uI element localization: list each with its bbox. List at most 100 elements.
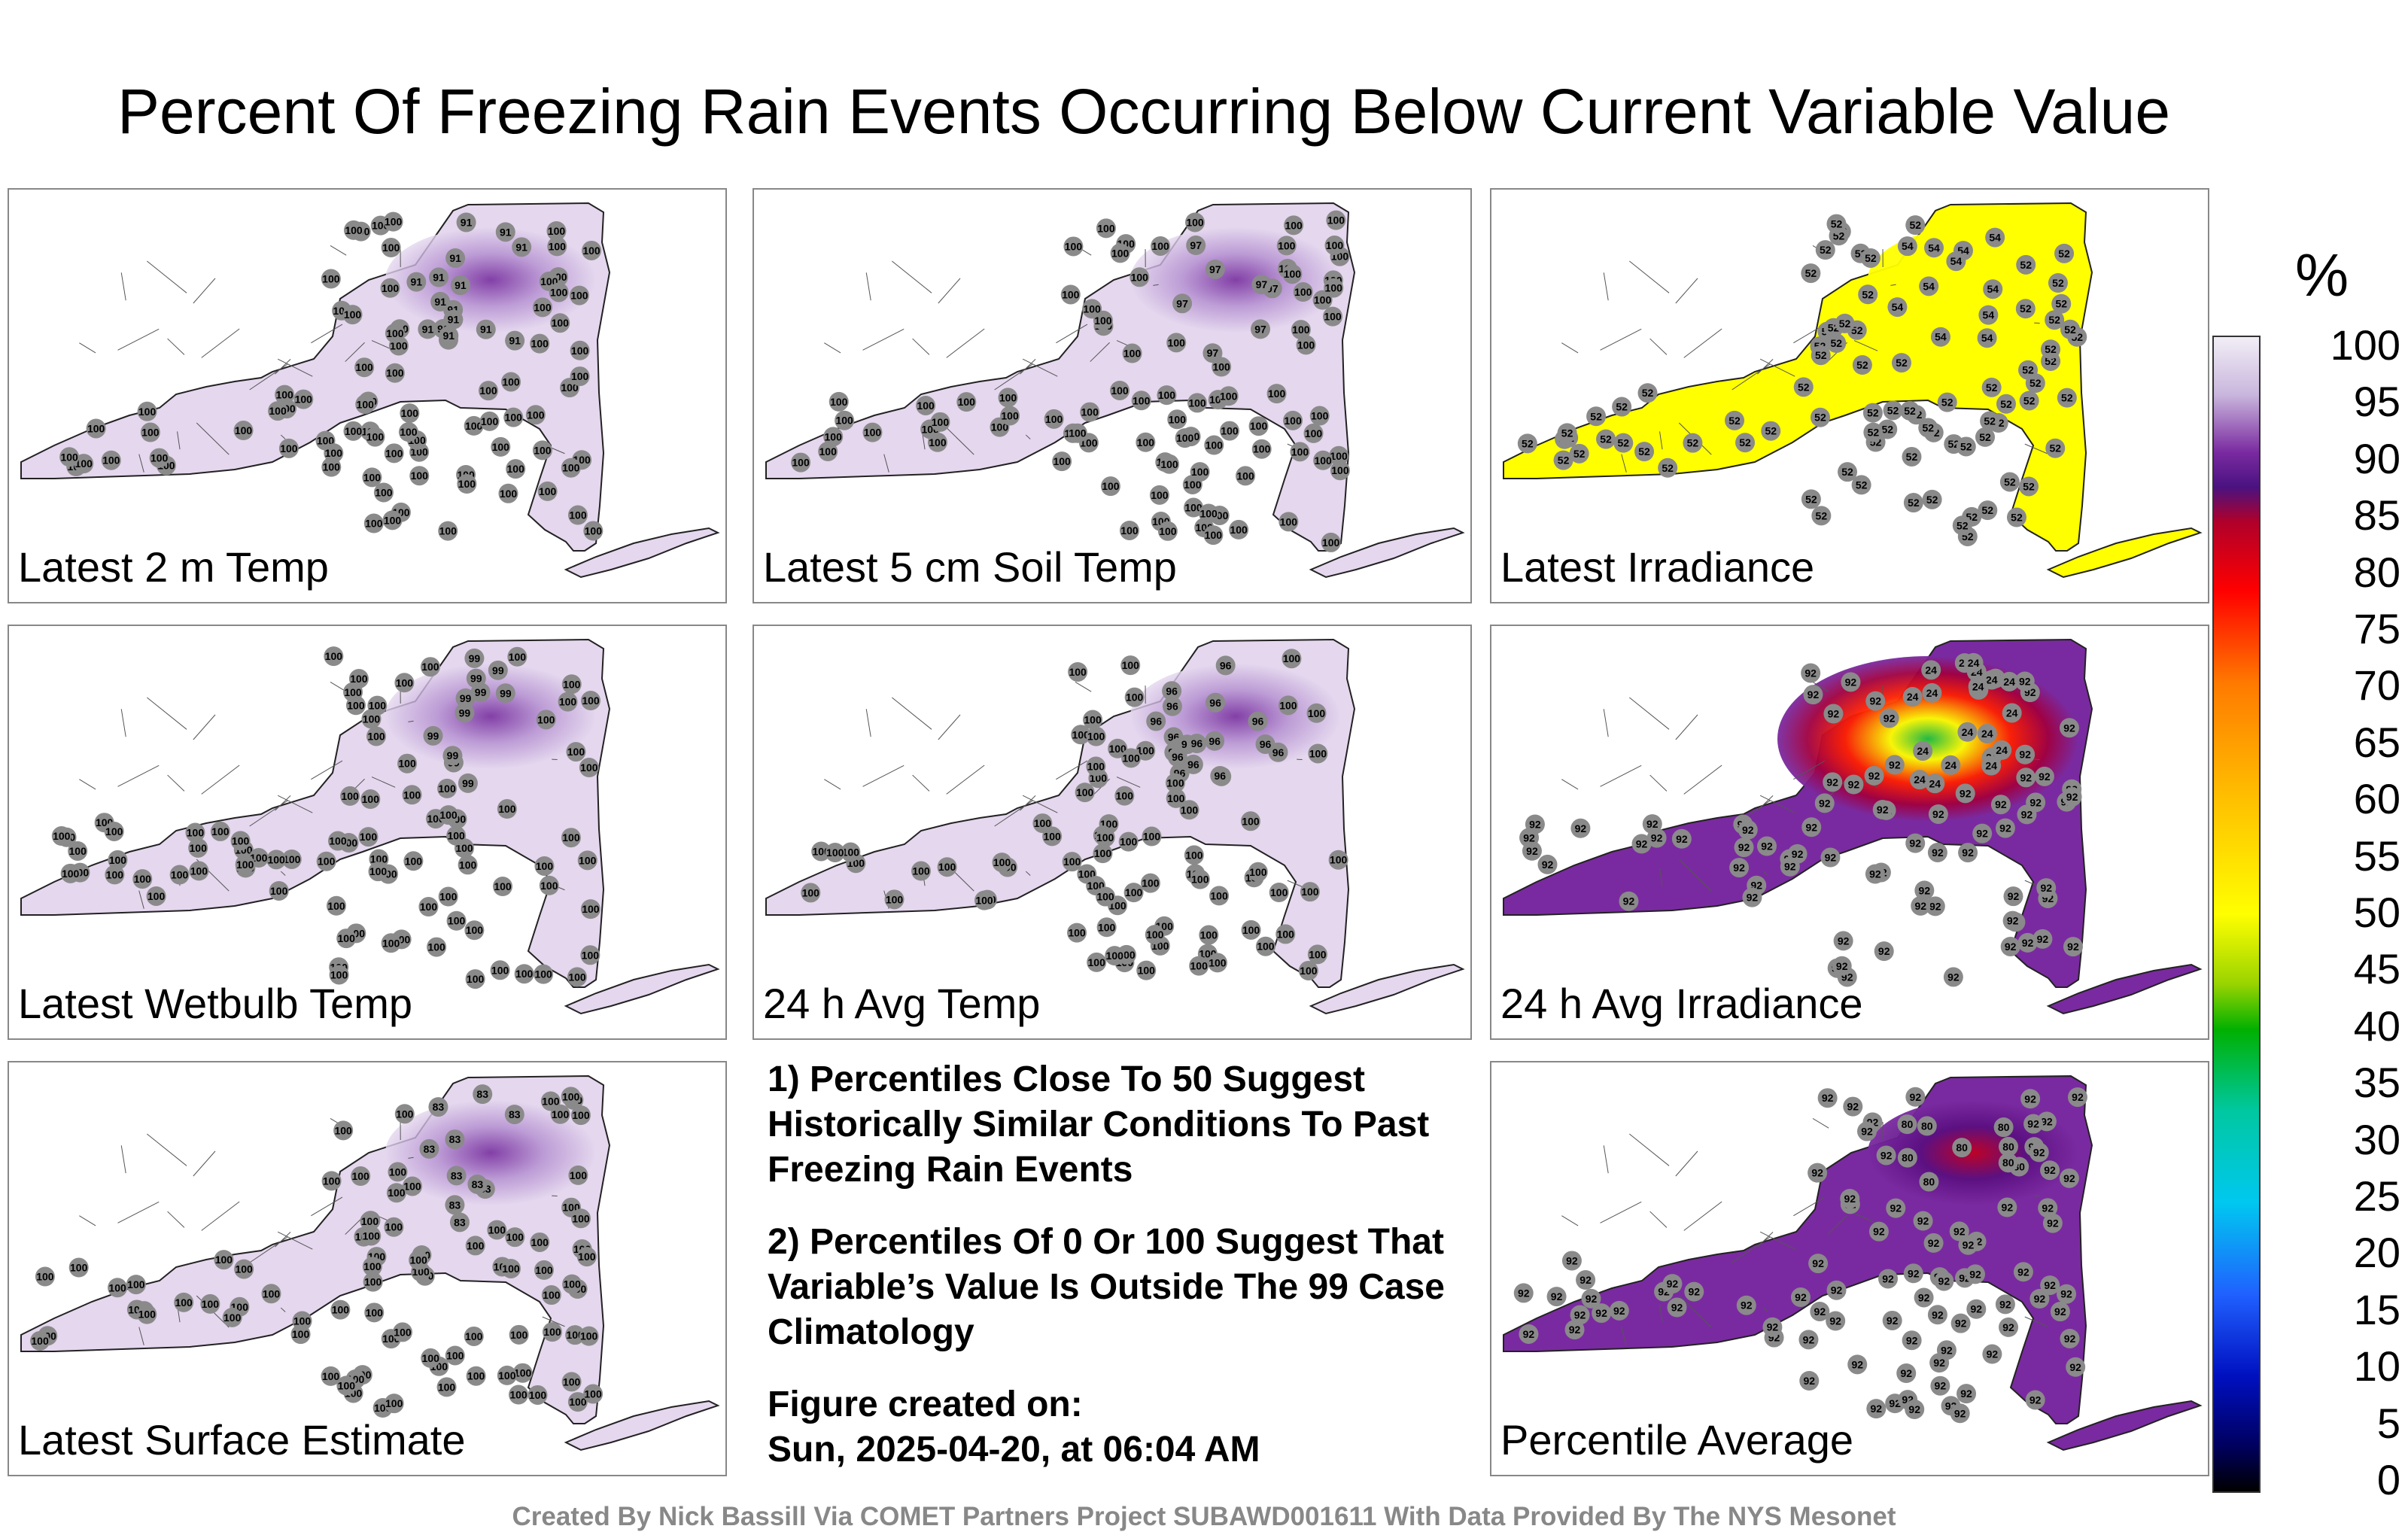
station-marker: 100	[340, 786, 360, 806]
station-marker: 52	[1553, 450, 1573, 470]
svg-text:52: 52	[1815, 349, 1827, 361]
svg-text:52: 52	[1522, 437, 1534, 449]
station-marker: 96	[1167, 747, 1187, 768]
county-line	[275, 1232, 291, 1248]
station-marker: 100	[1303, 423, 1324, 443]
svg-text:100: 100	[1184, 502, 1202, 514]
station-marker: 100	[1184, 845, 1204, 865]
svg-text:92: 92	[2064, 1333, 2076, 1345]
station-marker: 100	[561, 674, 582, 695]
station-marker: 100	[1157, 385, 1177, 406]
county-line	[946, 764, 985, 795]
station-marker: 100	[1136, 432, 1156, 452]
station-marker: 54	[1919, 276, 1939, 296]
svg-text:54: 54	[1983, 309, 1995, 321]
station-marker: 92	[1847, 1354, 1868, 1375]
station-marker: 92	[1826, 1311, 1846, 1331]
svg-text:92: 92	[1873, 1226, 1885, 1238]
station-marker: 92	[1886, 1198, 1906, 1218]
svg-text:92: 92	[2063, 722, 2075, 734]
svg-text:100: 100	[396, 1108, 414, 1120]
svg-text:92: 92	[1767, 1321, 1779, 1333]
station-marker: 100	[234, 1259, 254, 1279]
svg-text:97: 97	[1256, 278, 1268, 290]
svg-text:92: 92	[1803, 1333, 1815, 1345]
svg-text:100: 100	[394, 1326, 412, 1338]
svg-text:100: 100	[568, 971, 586, 983]
svg-text:100: 100	[1268, 388, 1286, 400]
county-line	[1629, 260, 1670, 293]
station-marker: 52	[1956, 436, 1976, 457]
station-marker: 100	[1068, 661, 1088, 682]
svg-text:100: 100	[323, 1175, 341, 1187]
svg-text:92: 92	[1671, 1302, 1683, 1314]
svg-text:92: 92	[1586, 1293, 1598, 1305]
svg-text:100: 100	[1311, 410, 1329, 422]
svg-text:100: 100	[1249, 866, 1267, 878]
station-marker: 100	[509, 1385, 529, 1405]
svg-text:100: 100	[293, 1315, 312, 1327]
station-marker: 100	[1000, 406, 1020, 426]
station-marker: 91	[512, 237, 532, 257]
svg-text:52: 52	[1816, 509, 1828, 521]
svg-text:92: 92	[2002, 1202, 2014, 1214]
svg-text:100: 100	[102, 454, 120, 467]
svg-text:92: 92	[1808, 688, 1820, 701]
svg-text:92: 92	[1884, 712, 1896, 724]
station-marker: 100	[108, 850, 128, 870]
county-line	[938, 714, 961, 740]
svg-text:100: 100	[932, 416, 950, 428]
station-marker: 96	[1210, 765, 1230, 786]
svg-text:92: 92	[1811, 1167, 1823, 1179]
county-line	[1600, 764, 1642, 787]
county-line	[117, 764, 160, 787]
county-line	[280, 871, 286, 876]
svg-text:52: 52	[2052, 277, 2064, 289]
svg-text:100: 100	[1284, 415, 1302, 427]
svg-text:100: 100	[1126, 692, 1144, 704]
station-marker: 100	[1067, 923, 1087, 943]
svg-text:92: 92	[2039, 771, 2051, 783]
svg-text:52: 52	[1881, 424, 1893, 436]
station-marker: 92	[1738, 819, 1758, 840]
svg-text:100: 100	[1188, 397, 1206, 409]
svg-text:100: 100	[1294, 286, 1312, 298]
svg-text:92: 92	[1819, 797, 1831, 809]
svg-text:100: 100	[534, 968, 552, 980]
svg-text:100: 100	[529, 1389, 547, 1401]
svg-text:100: 100	[1191, 466, 1209, 478]
station-marker: 92	[1902, 1330, 1922, 1351]
svg-text:92: 92	[1595, 1307, 1607, 1319]
svg-text:100: 100	[1142, 877, 1160, 889]
svg-text:100: 100	[1184, 479, 1202, 491]
svg-text:96: 96	[1215, 770, 1227, 782]
svg-text:100: 100	[439, 891, 458, 903]
svg-text:92: 92	[1804, 667, 1817, 679]
station-marker: 52	[1613, 433, 1634, 453]
svg-text:100: 100	[1122, 752, 1140, 764]
svg-text:92: 92	[1955, 1318, 1967, 1330]
svg-text:100: 100	[515, 968, 534, 980]
county-line	[138, 890, 144, 909]
station-marker: 80	[1998, 1136, 2018, 1157]
svg-text:92: 92	[1747, 892, 1759, 904]
station-marker: 100	[321, 269, 341, 289]
svg-text:100: 100	[403, 789, 421, 801]
svg-text:92: 92	[1831, 1284, 1843, 1296]
station-marker: 24	[1963, 652, 1984, 673]
svg-text:92: 92	[2002, 1321, 2014, 1333]
svg-text:97: 97	[1207, 347, 1219, 359]
svg-text:100: 100	[439, 809, 458, 821]
svg-text:92: 92	[1569, 1324, 1581, 1336]
station-marker: 52	[1900, 400, 1920, 421]
svg-text:52: 52	[1979, 431, 1991, 443]
svg-text:100: 100	[540, 880, 558, 892]
colorbar-tick: 50	[2353, 889, 2400, 936]
svg-text:54: 54	[1987, 283, 1999, 295]
station-marker: 92	[1801, 817, 1822, 837]
station-marker: 91	[406, 272, 427, 292]
station-marker: 100	[990, 417, 1010, 437]
svg-text:92: 92	[2037, 933, 2049, 945]
ny-state-map: 9224922492929292929292929292929292929292…	[1503, 638, 2203, 1015]
station-marker: 92	[1943, 967, 1963, 987]
